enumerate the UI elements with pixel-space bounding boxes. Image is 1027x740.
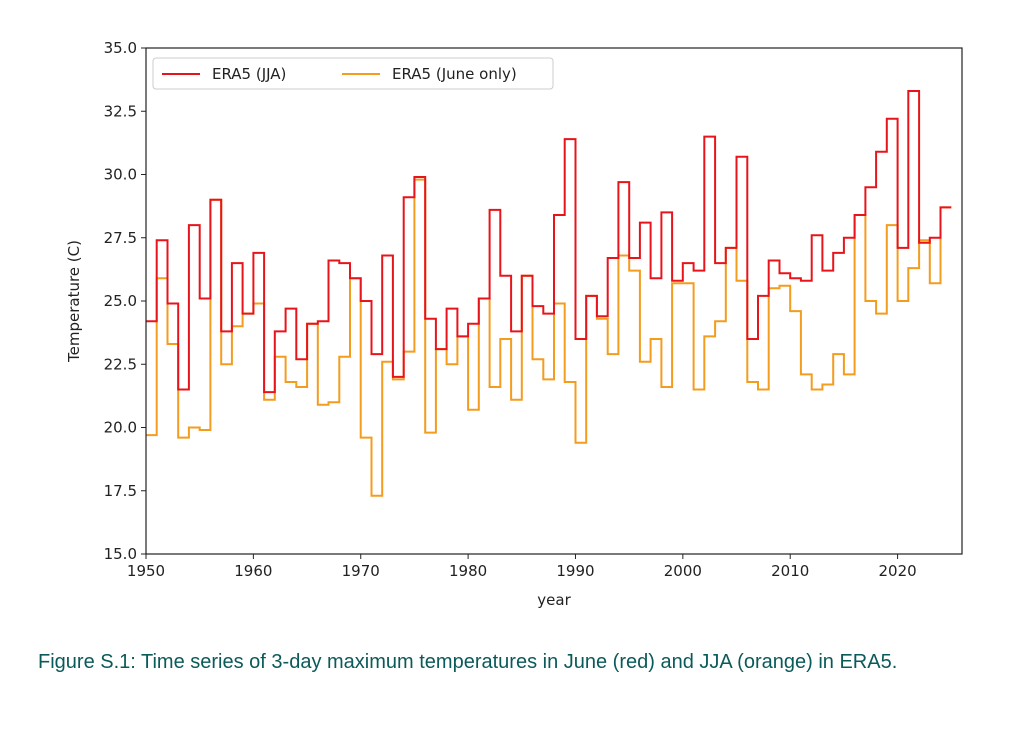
- legend: ERA5 (JJA) ERA5 (June only): [152, 57, 554, 90]
- series-layer: [146, 90, 952, 497]
- series-line-0: [146, 90, 952, 394]
- x-tick-label: 1970: [342, 562, 380, 580]
- y-tick-label: 30.0: [104, 166, 137, 184]
- x-tick-label: 2000: [664, 562, 702, 580]
- y-tick-label: 20.0: [104, 419, 137, 437]
- y-axis-title: Temperature (C): [65, 240, 83, 363]
- x-tick-label: 2020: [878, 562, 916, 580]
- y-tick-label: 32.5: [104, 102, 137, 120]
- legend-label-jja: ERA5 (JJA): [212, 65, 286, 83]
- chart: 1950 1960 1970 1980 1990 2000 2010 2020 15.0 17.…: [65, 39, 963, 609]
- x-tick-label: 2010: [771, 562, 809, 580]
- x-tick-label: 1950: [127, 562, 165, 580]
- y-tick-label: 27.5: [104, 229, 137, 247]
- x-tick-label: 1980: [449, 562, 487, 580]
- x-tick-label: 1990: [556, 562, 594, 580]
- x-axis-ticks: 1950 1960 1970 1980 1990 2000 2010 2020: [127, 554, 917, 580]
- y-tick-label: 17.5: [104, 482, 137, 500]
- y-tick-label: 25.0: [104, 292, 137, 310]
- x-axis-title: year: [537, 591, 571, 609]
- x-tick-label: 1960: [234, 562, 272, 580]
- legend-label-june: ERA5 (June only): [392, 65, 517, 83]
- y-tick-label: 22.5: [104, 355, 137, 373]
- y-tick-label: 35.0: [104, 39, 137, 57]
- figure-panel: 1950 1960 1970 1980 1990 2000 2010 2020 15.0 17.…: [38, 30, 998, 610]
- y-tick-label: 15.0: [104, 545, 137, 563]
- series-line-1: [146, 178, 952, 497]
- figure-caption: Figure S.1: Time series of 3-day maximum…: [38, 651, 898, 673]
- y-axis-ticks: 15.0 17.5 20.0 22.5 25.0 27.5 30.0 32.5 35.0: [104, 39, 146, 563]
